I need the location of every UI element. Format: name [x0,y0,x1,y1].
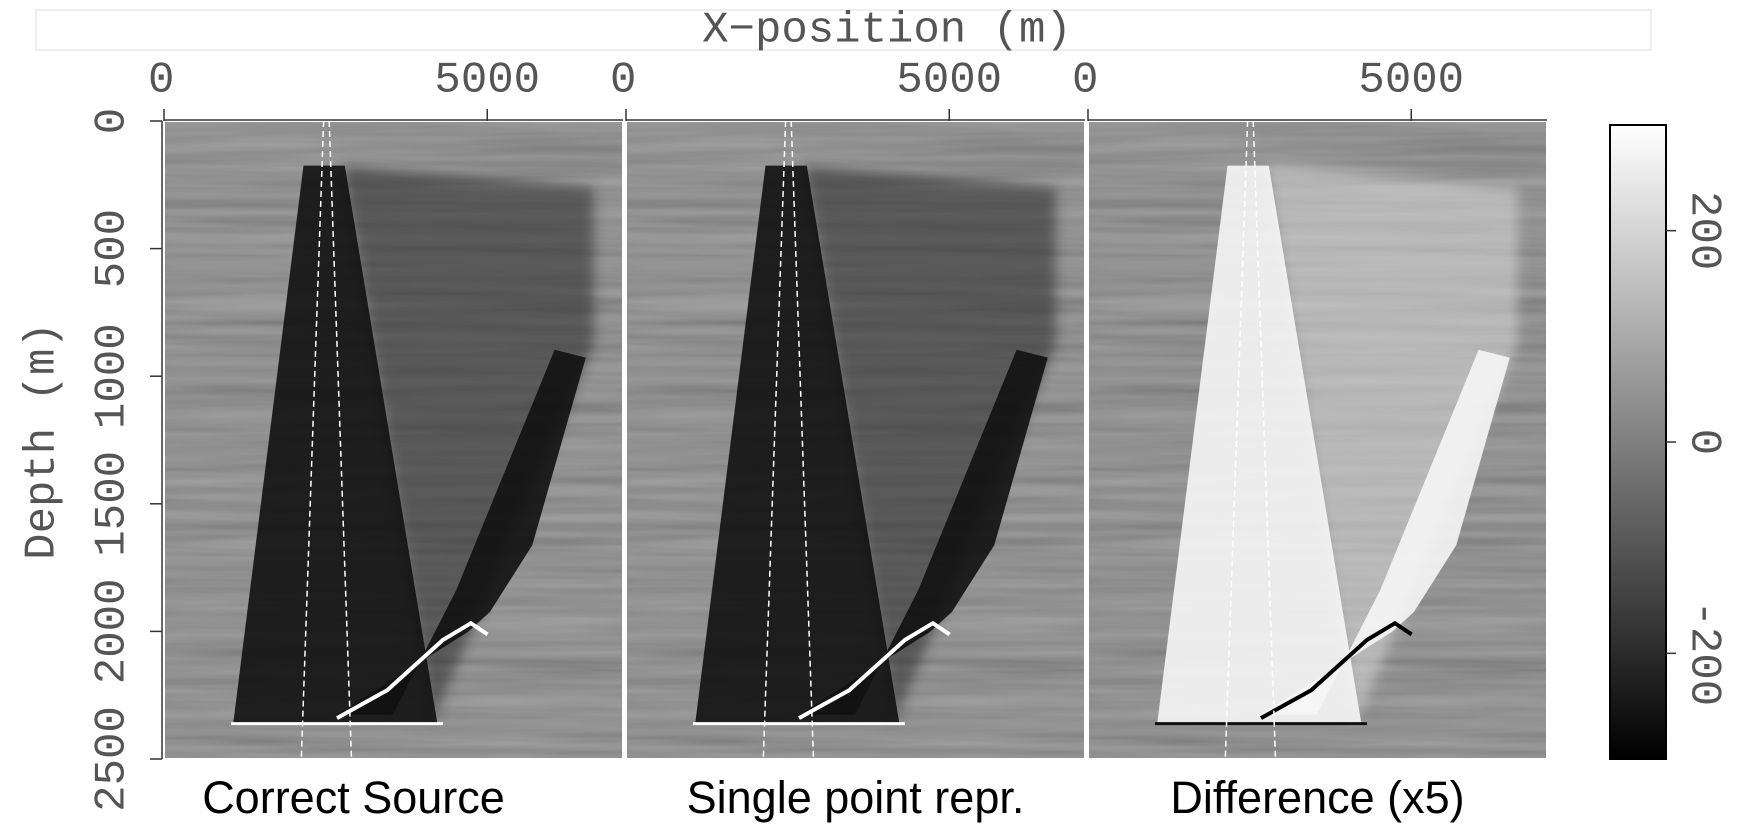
y-tick-label: 500 [88,209,138,288]
dashed-guide [1252,120,1277,760]
dashed-guide [328,120,353,760]
y-tick-label: 1000 [88,323,138,429]
colorbar-tick-label: 0 [1678,429,1728,455]
colorbar-tick-label: -200 [1678,601,1728,707]
panel-title: Correct Source [202,772,505,823]
fan-shadow [342,165,594,724]
panel-title: Single point repr. [687,772,1025,823]
panel-frame [163,120,624,760]
dashed-guide [790,120,815,760]
v-shape [799,349,1048,715]
v-edge [798,620,951,720]
x-tick-label: 0 [1072,56,1098,106]
colorbar [1609,124,1667,760]
title-frame [35,9,1652,51]
x-tick-label: 5000 [434,56,540,106]
image-panel [626,120,1085,760]
x-tick-label: 0 [148,56,174,106]
image-panel [1088,120,1547,760]
fan-shadow [804,165,1056,724]
y-tick-label: 2500 [88,706,138,812]
cone [1157,165,1362,724]
image-panel [164,120,623,760]
x-tick-label: 0 [610,56,636,106]
dashed-guide [762,120,787,760]
y-tick-label: 2000 [88,579,138,685]
fan-shadow [1266,165,1518,724]
cone [695,165,900,724]
v-shape [1261,349,1510,715]
v-edge [336,620,489,720]
y-tick-label: 0 [88,108,138,134]
x-axis-label: X−position (m) [702,6,1072,56]
v-edge [1260,620,1413,720]
dashed-guide [1224,120,1249,760]
dashed-guide [300,120,325,760]
x-tick-label: 5000 [1358,56,1464,106]
panel-frame [625,120,1086,760]
cone [233,165,438,724]
panel-frame [1087,120,1548,760]
y-axis-label: Depth (m) [18,322,68,560]
panel-title: Difference (x5) [1170,772,1464,823]
x-tick-label: 5000 [896,56,1002,106]
y-tick-label: 1500 [88,451,138,557]
colorbar-tick-label: 200 [1678,191,1728,270]
v-shape [337,349,586,715]
